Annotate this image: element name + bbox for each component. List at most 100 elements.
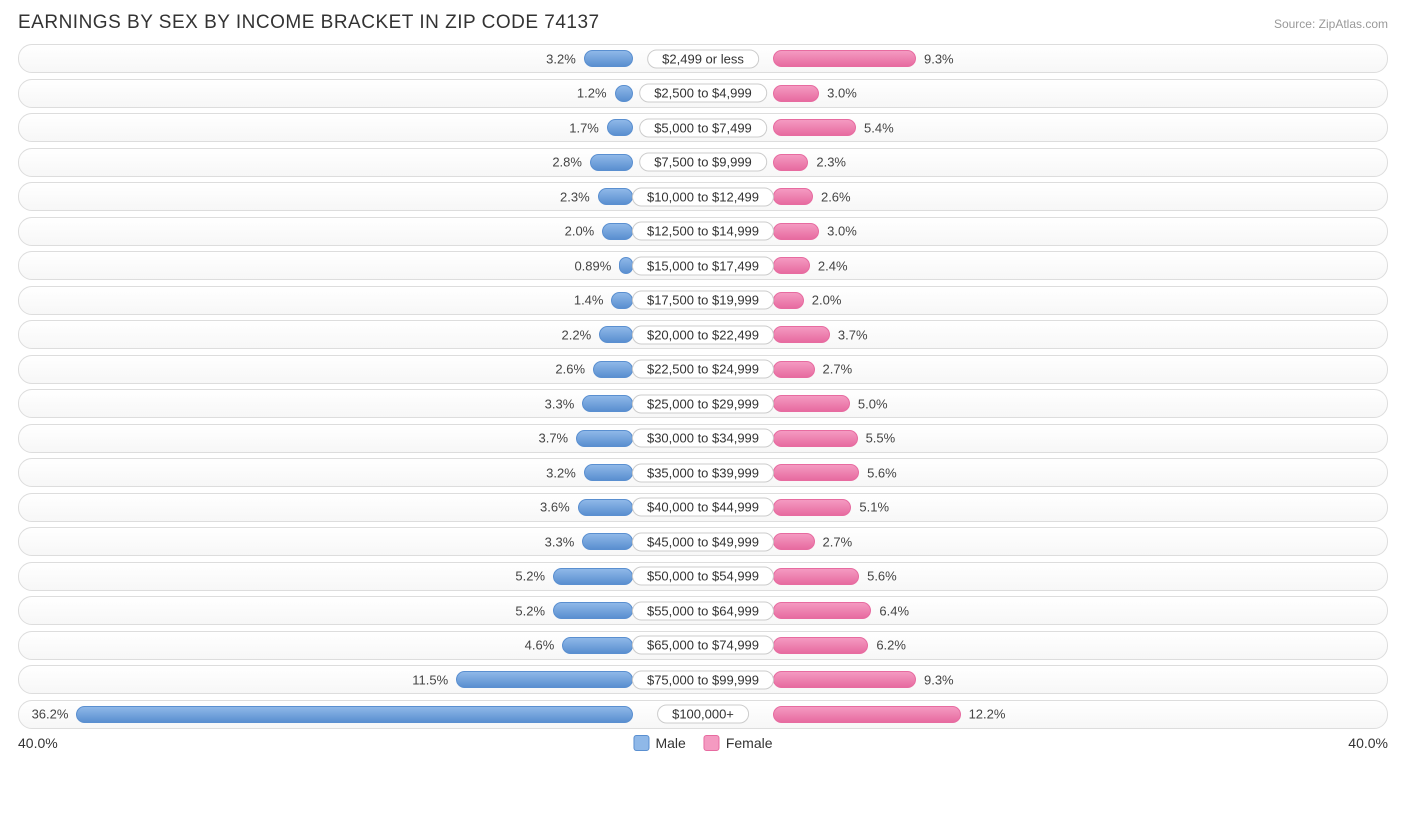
pct-label-male: 1.2% (577, 86, 607, 101)
bracket-label: $45,000 to $49,999 (632, 532, 774, 551)
pct-label-male: 36.2% (32, 707, 69, 722)
bar-male (593, 361, 633, 378)
chart-row: 2.2%3.7%$20,000 to $22,499 (18, 320, 1388, 349)
chart-row: 3.6%5.1%$40,000 to $44,999 (18, 493, 1388, 522)
chart-header: EARNINGS BY SEX BY INCOME BRACKET IN ZIP… (18, 12, 1388, 34)
pct-label-male: 2.6% (555, 362, 585, 377)
chart-source: Source: ZipAtlas.com (1274, 17, 1388, 31)
chart-row: 3.2% 5.6% $35,000 to $39,999 (18, 458, 1388, 487)
chart-row: 2.0%3.0%$12,500 to $14,999 (18, 217, 1388, 246)
chart-row: 3.3% 2.7% $45,000 to $49,999 (18, 527, 1388, 556)
pct-label-male: 3.2% (546, 465, 576, 480)
pct-label-male: 2.0% (565, 224, 595, 239)
bar-male (599, 326, 633, 343)
pct-label-male: 3.7% (538, 431, 568, 446)
chart-row: 3.3%5.0%$25,000 to $29,999 (18, 389, 1388, 418)
bar-male (578, 499, 633, 516)
bar-male (76, 706, 633, 723)
pct-label-male: 5.2% (515, 569, 545, 584)
legend-label-male: Male (655, 735, 685, 751)
pct-label-female: 6.4% (879, 603, 909, 618)
chart-row: 1.7% 5.4% $5,000 to $7,499 (18, 113, 1388, 142)
bar-male (582, 395, 633, 412)
bar-female (773, 188, 813, 205)
pct-label-male: 3.3% (545, 534, 575, 549)
bar-female (773, 464, 859, 481)
bracket-label: $35,000 to $39,999 (632, 463, 774, 482)
pct-label-female: 5.4% (864, 120, 894, 135)
bar-female (773, 361, 815, 378)
chart-row: 2.3%2.6%$10,000 to $12,499 (18, 182, 1388, 211)
bar-male (562, 637, 633, 654)
bracket-label: $40,000 to $44,999 (632, 498, 774, 517)
pct-label-female: 5.6% (867, 465, 897, 480)
pct-label-female: 2.7% (823, 534, 853, 549)
bar-male (456, 671, 633, 688)
bracket-label: $12,500 to $14,999 (632, 222, 774, 241)
bar-female (773, 671, 916, 688)
swatch-male (633, 735, 649, 751)
chart-footer: 40.0% Male Female 40.0% (18, 735, 1388, 751)
bracket-label: $10,000 to $12,499 (632, 187, 774, 206)
bar-male (611, 292, 633, 309)
chart-row: 1.2% 3.0% $2,500 to $4,999 (18, 79, 1388, 108)
axis-label-right: 40.0% (1348, 735, 1388, 751)
bar-female (773, 499, 851, 516)
legend-item-male: Male (633, 735, 685, 751)
pct-label-male: 5.2% (515, 603, 545, 618)
chart-title: EARNINGS BY SEX BY INCOME BRACKET IN ZIP… (18, 12, 600, 34)
bar-male (607, 119, 633, 136)
bracket-label: $75,000 to $99,999 (632, 670, 774, 689)
bracket-label: $7,500 to $9,999 (639, 153, 767, 172)
bar-female (773, 50, 916, 67)
bar-female (773, 292, 804, 309)
pct-label-male: 3.6% (540, 500, 570, 515)
bar-female (773, 85, 819, 102)
bracket-label: $100,000+ (657, 705, 749, 724)
bar-female (773, 637, 868, 654)
pct-label-female: 5.5% (866, 431, 896, 446)
bar-male (619, 257, 633, 274)
chart-row: 3.7% 5.5% $30,000 to $34,999 (18, 424, 1388, 453)
chart-row: 11.5%9.3%$75,000 to $99,999 (18, 665, 1388, 694)
bracket-label: $30,000 to $34,999 (632, 429, 774, 448)
chart-row: 0.89%2.4%$15,000 to $17,499 (18, 251, 1388, 280)
pct-label-female: 2.7% (823, 362, 853, 377)
bar-female (773, 223, 819, 240)
diverging-bar-chart: 3.2%9.3%$2,499 or less1.2%3.0%$2,500 to … (18, 44, 1388, 729)
bar-male (602, 223, 633, 240)
bracket-label: $2,500 to $4,999 (639, 84, 767, 103)
bar-male (584, 50, 633, 67)
bar-male (582, 533, 633, 550)
chart-row: 5.2% 6.4% $55,000 to $64,999 (18, 596, 1388, 625)
bracket-label: $50,000 to $54,999 (632, 567, 774, 586)
bar-female (773, 706, 961, 723)
bracket-label: $17,500 to $19,999 (632, 291, 774, 310)
bar-male (590, 154, 633, 171)
pct-label-female: 9.3% (924, 51, 954, 66)
pct-label-male: 4.6% (525, 638, 555, 653)
pct-label-female: 2.0% (812, 293, 842, 308)
bracket-label: $25,000 to $29,999 (632, 394, 774, 413)
bracket-label: $55,000 to $64,999 (632, 601, 774, 620)
bar-female (773, 430, 858, 447)
chart-row: 36.2%12.2%$100,000+ (18, 700, 1388, 729)
pct-label-male: 1.7% (569, 120, 599, 135)
pct-label-female: 2.4% (818, 258, 848, 273)
axis-label-left: 40.0% (18, 735, 58, 751)
pct-label-male: 3.3% (545, 396, 575, 411)
pct-label-male: 2.8% (552, 155, 582, 170)
pct-label-male: 3.2% (546, 51, 576, 66)
bar-male (584, 464, 633, 481)
pct-label-female: 3.0% (827, 86, 857, 101)
pct-label-female: 5.6% (867, 569, 897, 584)
pct-label-female: 3.7% (838, 327, 868, 342)
pct-label-male: 2.2% (562, 327, 592, 342)
chart-row: 3.2%9.3%$2,499 or less (18, 44, 1388, 73)
bar-male (615, 85, 633, 102)
pct-label-male: 0.89% (574, 258, 611, 273)
chart-row: 2.6%2.7%$22,500 to $24,999 (18, 355, 1388, 384)
bracket-label: $5,000 to $7,499 (639, 118, 767, 137)
pct-label-female: 2.6% (821, 189, 851, 204)
bar-female (773, 326, 830, 343)
